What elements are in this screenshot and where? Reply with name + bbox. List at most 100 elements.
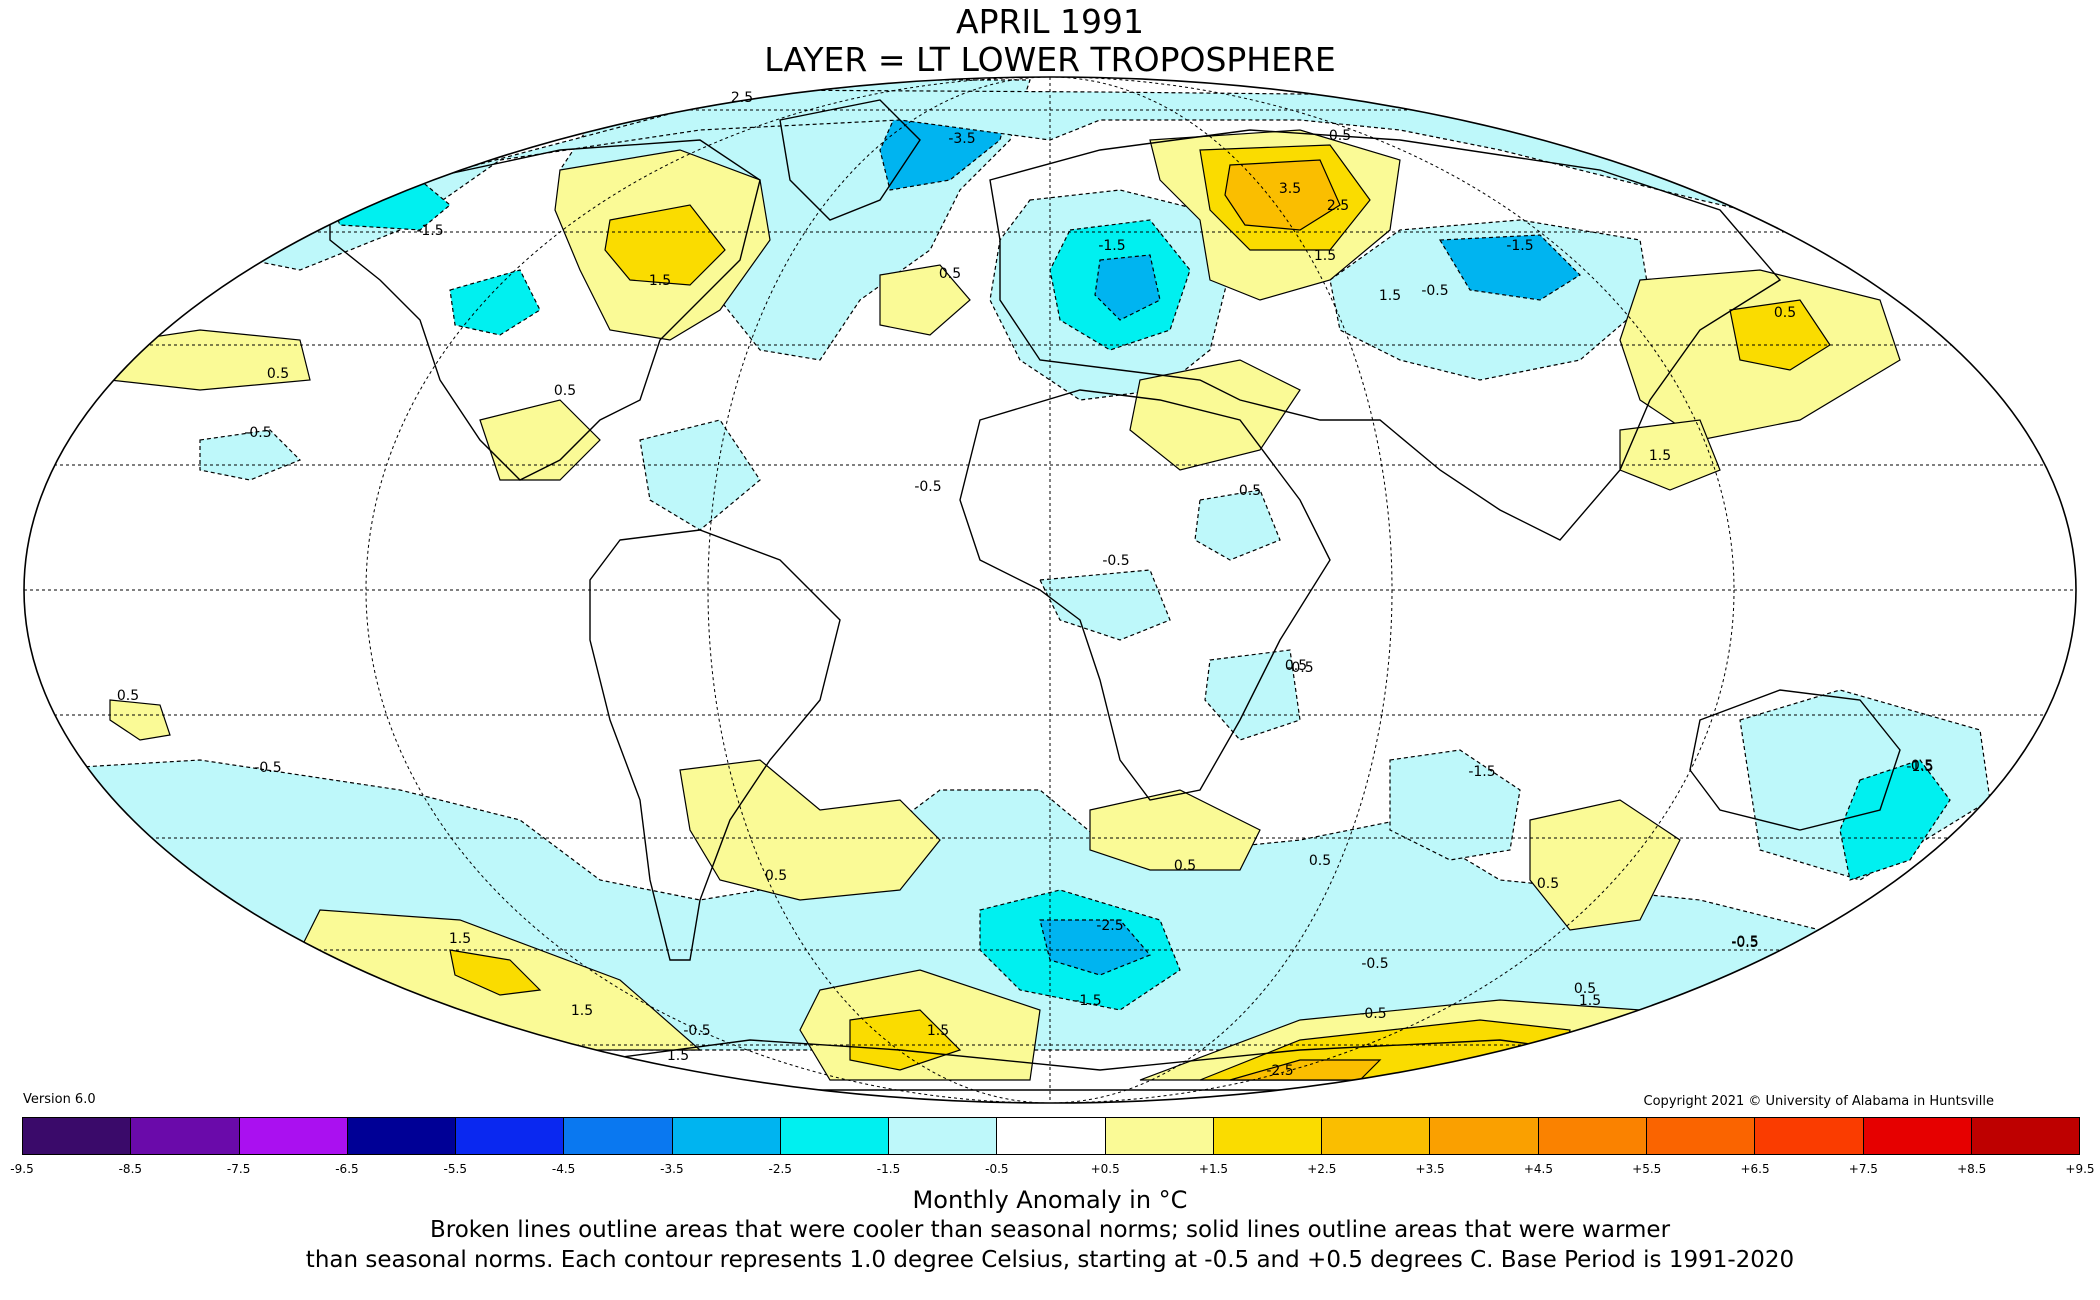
version-label: Version 6.0 [23, 1092, 96, 1107]
contour-label: -2.5 [1096, 918, 1123, 934]
cold-region-central-asia [1329, 219, 1651, 381]
color-scale-bar [22, 1117, 2080, 1155]
color-scale-tick-label: -1.5 [876, 1162, 901, 1176]
australia-outline [1689, 689, 1901, 831]
contour-label: -1.5 [1506, 238, 1533, 254]
contour-label: 1.5 [1314, 248, 1336, 264]
color-scale-segment [1321, 1118, 1430, 1154]
color-scale-tick-label: -7.5 [226, 1162, 251, 1176]
cold-region-east-africa [1194, 489, 1281, 561]
contour-label: 1.5 [571, 1003, 593, 1019]
caption-line-1: Broken lines outline areas that were coo… [429, 1217, 1671, 1243]
color-scale-segment [455, 1118, 564, 1154]
cold-region-siberia [1438, 234, 1581, 301]
contour-label: 0.5 [1239, 483, 1261, 499]
color-scale-tick-label: +8.5 [1957, 1162, 1987, 1176]
color-scale-ticks: -9.5 -8.5 -7.5 -6.5 -5.5 -4.5 -3.5 -2.5 -1.5 -0.5… [0, 1162, 2100, 1182]
warm-region-indian-ocean-south [1529, 799, 1681, 931]
map-title-month: APRIL 1991 [956, 2, 1144, 41]
color-scale-tick-label: -9.5 [10, 1162, 34, 1176]
map-title-layer: LAYER = LT LOWER TROPOSPHERE [764, 40, 1336, 79]
warm-region-weddell-core [849, 1009, 962, 1071]
color-scale-segment [23, 1118, 131, 1154]
contour-label: -1.5 [416, 223, 443, 239]
color-scale-tick-label: +3.5 [1415, 1162, 1445, 1176]
contour-label: -0.5 [1731, 935, 1758, 951]
contour-label: -1.5 [1098, 238, 1125, 254]
color-scale-tick-label: -5.5 [443, 1162, 467, 1176]
contour-label: 0.5 [267, 366, 289, 382]
contour-label: 3.5 [1279, 181, 1301, 197]
color-scale-segment [1754, 1118, 1863, 1154]
color-scale-segment [888, 1118, 997, 1154]
cold-region-arctic-band [197, 89, 1962, 271]
contour-label: 1.5 [1649, 448, 1671, 464]
color-scale-tick-label: +9.5 [2065, 1162, 2095, 1176]
warm-region-east-asia-core [1729, 299, 1831, 371]
color-scale-segment [671, 1118, 780, 1154]
warm-region-canada-core [604, 204, 726, 286]
cold-region-south-atlantic-core [1039, 919, 1152, 976]
color-scale-tick-label: +2.5 [1307, 1162, 1337, 1176]
contour-label: -0.5 [1421, 283, 1448, 299]
cold-region-central-africa [1039, 569, 1171, 641]
contour-label: 0.5 [554, 383, 576, 399]
contour-label: -0.5 [1102, 553, 1129, 569]
contour-label: -0.5 [914, 479, 941, 495]
color-scale-tick-label: -3.5 [660, 1162, 684, 1176]
warm-region-east-antarctic-peak [1229, 1059, 1382, 1081]
color-scale-tick-label: -0.5 [985, 1162, 1009, 1176]
africa-outline [959, 389, 1331, 801]
color-scale-tick-label: -2.5 [768, 1162, 792, 1176]
color-scale-tick-label: -6.5 [335, 1162, 359, 1176]
contour-label: -0.5 [1731, 934, 1758, 950]
contour-label: 0.5 [117, 688, 139, 704]
contour-label: -0.5 [244, 425, 271, 441]
color-scale-tick-label: +4.5 [1523, 1162, 1553, 1176]
cold-region-new-zealand [1839, 759, 1951, 881]
warm-region-mexico [479, 399, 601, 481]
contour-label: -1.5 [1906, 759, 1933, 775]
warm-region-north-atlantic [879, 264, 971, 336]
world-anomaly-map: 2.5-3.5 0.53.52.51.5-1.51.5-1.51.5 0.5-1.5… [23, 76, 2077, 1104]
color-scale-segment [1862, 1118, 1971, 1154]
color-scale-tick-label: +6.5 [1740, 1162, 1770, 1176]
anomaly-fields [24, 77, 2076, 1103]
color-scale-tick-label: +5.5 [1632, 1162, 1662, 1176]
greenland-outline [779, 99, 921, 221]
color-scale-segment [1645, 1118, 1755, 1154]
color-scale-segment [346, 1118, 456, 1154]
color-scale-tick-label: -8.5 [118, 1162, 143, 1176]
color-scale-segment [563, 1118, 672, 1154]
copyright-label: Copyright 2021 © University of Alabama i… [1643, 1094, 1994, 1109]
contour-label: 1.5 [649, 273, 671, 289]
eurasia-outline [989, 129, 1782, 541]
contour-label: -3.5 [948, 131, 975, 147]
color-scale-segment [238, 1118, 347, 1154]
contour-label: -0.5 [683, 1023, 710, 1039]
color-scale-segment [996, 1118, 1105, 1154]
contour-label: -0.5 [1286, 660, 1313, 676]
color-scale-tick-label: -4.5 [551, 1162, 576, 1176]
contour-label: 0.5 [1537, 876, 1559, 892]
caption-line-2: than seasonal norms. Each contour repres… [305, 1247, 1795, 1273]
color-scale-segment [1970, 1118, 2080, 1154]
contour-label: 1.5 [1379, 288, 1401, 304]
contour-label: 0.5 [765, 868, 787, 884]
contour-label: -1.5 [1468, 764, 1495, 780]
contour-labels: 2.5-3.5 0.53.52.51.5-1.51.5-1.51.5 0.5-1.5… [117, 90, 1934, 1079]
contour-label: 1.5 [449, 931, 471, 947]
contour-label: 1.5 [927, 1023, 949, 1039]
contour-label: 2.5 [731, 90, 753, 106]
color-scale-segment [1429, 1118, 1538, 1154]
contour-label: 0.5 [1911, 758, 1933, 774]
warm-region-south-africa [1089, 789, 1261, 871]
north-america-outline [329, 139, 761, 481]
contour-label: 0.5 [1309, 853, 1331, 869]
color-scale-tick-label: +1.5 [1198, 1162, 1229, 1176]
contour-label: -1.5 [1074, 993, 1101, 1009]
warm-region-south-pacific-patch [109, 699, 171, 741]
color-scale-segment [779, 1118, 889, 1154]
contour-label: -0.5 [1359, 1006, 1386, 1022]
contour-label: -0.5 [254, 760, 281, 776]
